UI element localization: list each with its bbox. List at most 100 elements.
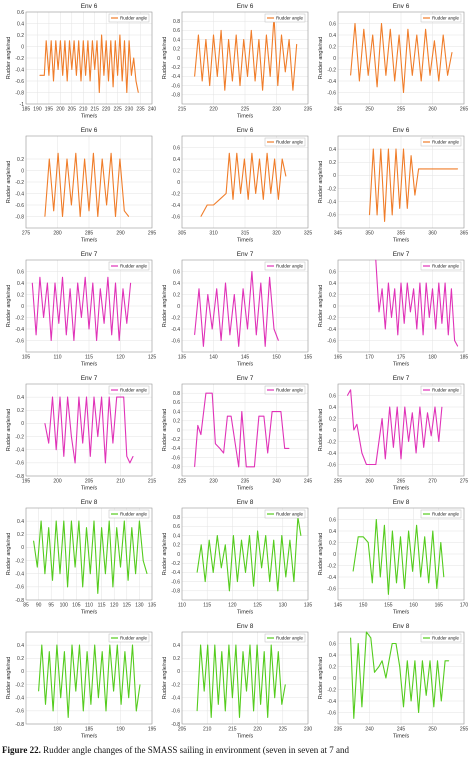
data-point [411,74,413,76]
legend-box [264,261,306,271]
y-tick-label: 0.4 [329,281,336,287]
data-point [221,651,223,653]
y-tick-label: -0.6 [15,79,24,85]
data-point [73,340,75,341]
x-tick-label: 120 [110,603,119,609]
chart-title: Env 8 [81,499,98,506]
data-point [411,412,413,414]
chart-title: Env 6 [393,3,410,10]
data-point [425,28,426,30]
y-tick-label: 0.2 [329,44,336,50]
data-point [410,311,411,313]
data-point [380,148,382,150]
data-point [47,282,48,284]
y-tick-label: -0.2 [171,561,180,567]
data-point [443,576,445,578]
y-tick-label: -0.4 [171,570,180,576]
x-axis-label: Time/s [237,734,254,740]
data-point [84,158,85,160]
y-tick-label: -0.2 [171,65,180,71]
y-tick-label: -0.2 [171,315,180,321]
data-point [213,204,214,206]
series-line [368,148,458,222]
data-point [59,573,61,575]
y-tick-label: 0.2 [173,47,180,53]
x-tick-label: 150 [359,603,368,609]
data-point [58,322,60,324]
x-tick-label: 125 [148,355,157,361]
legend-label: Rudder angle [276,512,304,517]
data-point [52,579,53,581]
chart-panel: -0.6 -0.4 -0.2 0 0.2 0.4 0.6 245 250 255 260 265 Env… [316,0,470,122]
data-point [126,322,128,324]
data-point [277,651,279,653]
legend-label: Rudder angle [120,388,148,393]
chart-svg: -0.6 -0.4 -0.2 0 0.2 0.4 0.6 135 140 145 150 155 Env… [162,251,312,368]
data-point [108,396,110,398]
data-point [293,581,295,582]
data-point [425,282,427,284]
y-tick-label: 0.4 [329,653,336,659]
data-point [201,80,203,82]
data-point [103,74,105,76]
y-tick-label: 0 [177,304,180,310]
data-point [369,214,370,216]
chart-title: Env 7 [81,375,98,382]
y-tick-label: -0.6 [171,83,180,89]
y-tick-label: 0.2 [17,292,24,298]
data-point [236,152,238,154]
data-point [82,40,84,42]
y-tick-label: -0.4 [15,572,24,578]
data-point [224,544,226,546]
data-point [55,449,57,451]
data-point [124,651,126,653]
legend-box [420,261,462,271]
data-point [124,40,125,42]
plot-frame [337,11,465,105]
y-tick-label: 0.4 [173,281,180,287]
legend: Rudder angle [264,509,306,519]
data-point [76,74,77,76]
y-tick-label: -0.2 [171,437,180,443]
y-tick-label: 0.6 [329,517,336,523]
data-point [128,216,130,217]
x-tick-label: 125 [253,603,262,609]
x-tick-label: 275 [460,479,469,485]
data-point [36,566,38,568]
y-tick-label: 0.8 [173,515,180,521]
caption-text: Rudder angle changes of the SMASS sailin… [40,745,350,755]
y-tick-label: -0.8 [171,93,180,99]
data-point [48,442,50,444]
x-tick-label: 155 [384,603,393,609]
data-point [367,74,369,76]
data-point [50,40,52,42]
data-point [366,464,367,465]
y-tick-label: -0.4 [327,575,336,581]
data-point [97,436,99,437]
y-tick-label: 0.6 [17,10,24,16]
y-tick-label: 0.4 [173,157,180,163]
data-point [406,207,408,209]
data-point [413,288,414,290]
y-tick-label: 0 [333,552,336,558]
chart-panel: -0.6 -0.4 -0.2 0 0.2 0.4 0.6 255 260 265 270 275 Env… [316,372,470,494]
data-point [258,39,260,40]
chart-title: Env 7 [81,251,98,258]
data-point [416,524,417,526]
data-point [266,34,267,36]
series-line [350,22,453,94]
chart-svg: -0.8 -0.6 -0.4 -0.2 0 0.2 0.4 195 200 205 210 215 En… [6,375,156,492]
data-point [73,40,75,42]
data-point [429,660,431,662]
y-tick-label: -0.8 [171,465,180,471]
data-point [350,74,351,76]
legend: Rudder angle [108,261,150,271]
data-point [48,158,50,160]
y-tick-label: 0.4 [329,147,336,153]
y-tick-label: 0.4 [17,395,24,401]
x-tick-label: 260 [365,479,374,485]
chart-title: Env 7 [393,375,410,382]
data-point [84,276,86,278]
data-point [241,539,242,541]
data-point [428,582,430,584]
